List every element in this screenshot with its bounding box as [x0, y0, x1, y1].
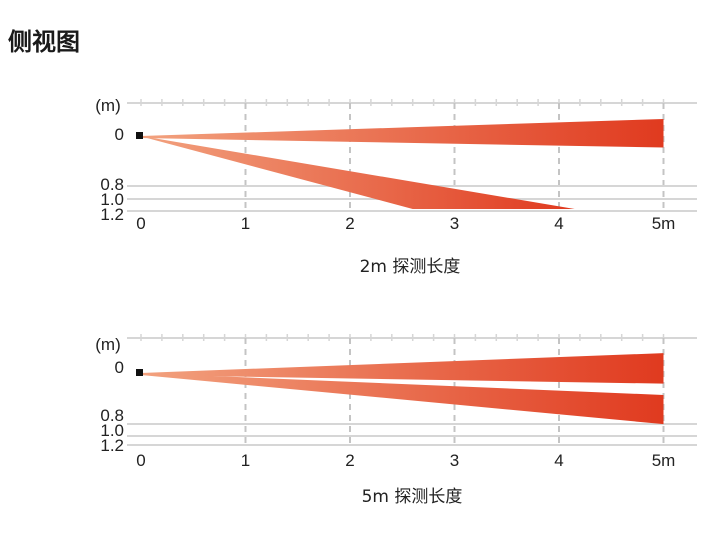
y-level-label: 1.0 [100, 190, 124, 209]
detection-beam-2 [141, 373, 664, 425]
x-tick-label: 5m [652, 214, 676, 233]
x-tick-label: 4 [554, 214, 563, 233]
x-tick-label: 0 [136, 451, 145, 470]
y-axis-unit: (m) [95, 335, 120, 354]
y-level-label: 0 [115, 358, 124, 377]
x-tick-label: 2 [345, 214, 354, 233]
page-title: 侧视图 [8, 28, 80, 56]
detection-beam-1 [141, 353, 664, 384]
y-level-label: 1.2 [100, 436, 124, 455]
x-tick-label: 3 [450, 451, 459, 470]
detection-beam-1 [141, 119, 664, 148]
side-view-diagram-d2m: (m) 0 0.81.01.2 0 1 2 3 4 5m 2m 探测长度 [95, 96, 697, 277]
y-level-label: 0.8 [100, 175, 124, 194]
y-level-label: 1.2 [100, 205, 124, 224]
sensor-marker [136, 132, 143, 139]
y-level-label: 0 [115, 125, 124, 144]
x-tick-label: 5m [652, 451, 676, 470]
detection-beam-2 [141, 136, 575, 209]
sensor-marker [136, 369, 143, 376]
x-tick-label: 0 [136, 214, 145, 233]
x-tick-label: 4 [554, 451, 563, 470]
x-tick-label: 1 [241, 451, 250, 470]
y-level-label: 1.0 [100, 421, 124, 440]
y-axis-unit: (m) [95, 96, 120, 115]
y-level-label: 0.8 [100, 406, 124, 425]
side-view-diagram-d5m: (m) 0 0.81.01.2 0 1 2 3 4 5m 5m 探测长度 [95, 334, 697, 507]
x-tick-label: 1 [241, 214, 250, 233]
x-tick-label: 3 [450, 214, 459, 233]
x-tick-label: 2 [345, 451, 354, 470]
diagram-caption: 5m 探测长度 [362, 487, 463, 507]
diagram-caption: 2m 探测长度 [360, 257, 461, 277]
